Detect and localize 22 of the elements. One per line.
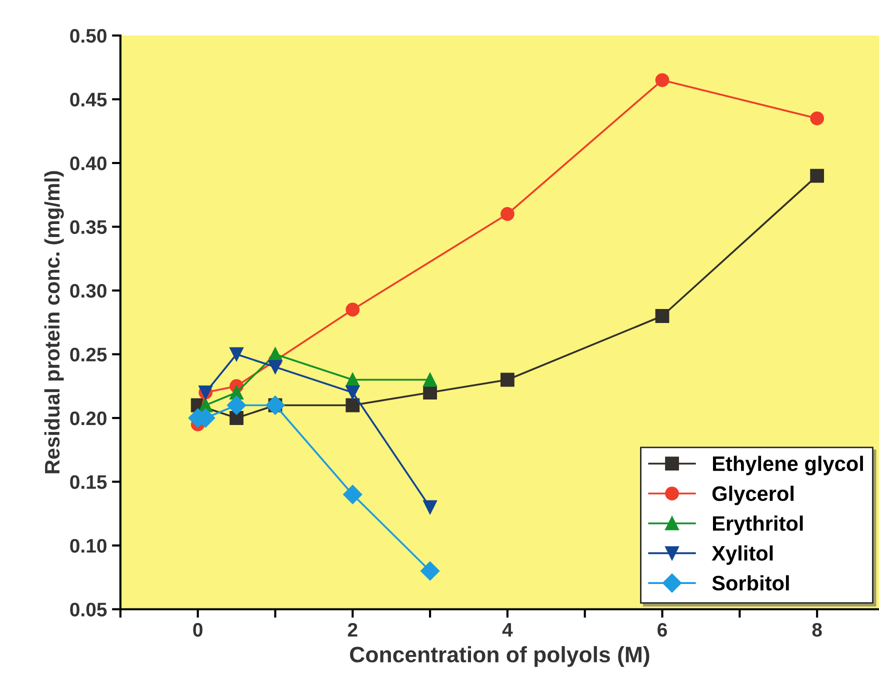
y-tick-label: 0.25 <box>70 348 107 362</box>
y-tick-label: 0.50 <box>70 28 106 43</box>
y-axis-title: Residual protein conc. (mg/ml) <box>44 171 64 474</box>
x-tick-label: 6 <box>658 622 667 637</box>
y-tick-label: 0.45 <box>70 92 107 106</box>
x-tick-label: 8 <box>812 622 822 637</box>
legend-label: Sorbitol <box>712 575 789 591</box>
y-tick-label: 0.15 <box>70 475 107 489</box>
y-tick-label: 0.05 <box>70 602 107 616</box>
legend-label: Xylitol <box>712 545 773 565</box>
y-tick-label: 0.35 <box>70 220 107 234</box>
y-tick-label: 0.30 <box>70 284 106 298</box>
legend-label: Erythritol <box>713 516 803 535</box>
x-axis-title: Concentration of polyols (M) <box>350 646 650 667</box>
legend-label: Glycerol <box>712 486 794 506</box>
y-tick-label: 0.20 <box>70 411 106 426</box>
x-tick-label: 2 <box>348 622 358 637</box>
y-tick-label: 0.40 <box>70 156 106 170</box>
x-tick-label: 4 <box>502 623 513 637</box>
legend-label: Ethylene glycol <box>713 456 863 476</box>
y-tick-label: 0.10 <box>70 538 106 553</box>
x-tick-label: 0 <box>193 622 202 637</box>
